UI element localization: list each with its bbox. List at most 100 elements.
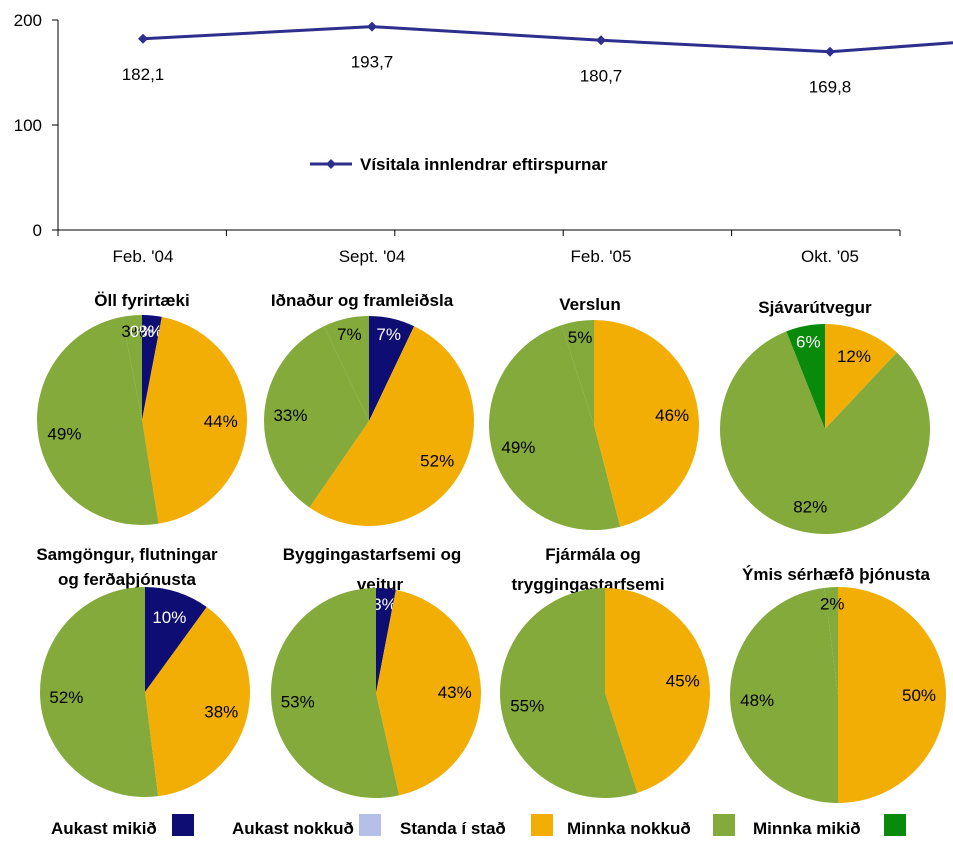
pie-title: og ferðaþjónusta [58,570,196,589]
pie-slice [376,589,482,796]
pie-title: Iðnaður og framleiðsla [271,291,454,310]
y-tick-label: 0 [33,221,42,240]
pie-title: Sjávarútvegur [758,298,872,317]
pie-slice [376,588,396,693]
pie-slice-label: 3% [372,595,397,614]
pie-slice [122,314,142,420]
pie-legend: Aukast mikið Aukast nokkuð Standa í stað Mi… [51,814,906,838]
pie-slice [40,587,159,797]
legend-swatch [713,814,735,836]
series-line [142,25,953,54]
legend-marker [326,159,336,169]
pie-chart: Verslun 46% 49% 5% [488,295,700,530]
pie-slice-label: 48% [740,691,774,710]
x-tick-label: Feb. '05 [571,247,632,266]
pie-slice-label: 38% [204,703,238,722]
pie-slice-label: 33% [273,406,307,425]
data-label: 193,7 [351,53,394,72]
pie-slice [720,331,930,534]
pie-slice [369,316,415,421]
pie-slice-label: 43% [438,683,472,702]
pie-slice [488,325,621,530]
pie-slice [838,587,946,803]
legend-label: Aukast mikið [51,819,157,838]
pie-slice-label: 5% [568,328,593,347]
pie-slice-label: 53% [281,693,315,712]
pie-slice-label: 55% [510,696,544,715]
pie-slice-label: 0% [130,322,155,341]
y-tick-label: 100 [14,116,42,135]
legend-swatch [531,814,553,836]
pie-slice-label: 82% [793,497,827,516]
pie-slice-label: 52% [420,451,454,470]
x-tick-label: Okt. '05 [801,247,859,266]
pie-title: Öll fyrirtæki [94,291,189,310]
pie-slice [270,588,400,798]
pie-title: tryggingastarfsemi [511,575,664,594]
legend-label: Minnka mikið [753,819,861,838]
data-point [138,33,148,44]
data-label: 169,8 [809,78,852,97]
pie-slice [786,324,825,429]
pie-slice-label: 49% [501,438,535,457]
y-tick-label: 200 [14,11,42,30]
pie-chart: Samgöngur, flutningar og ferðaþjónusta 10%… [36,545,251,797]
data-point [596,35,606,46]
pie-slice [145,587,207,692]
pie-slice-label: 52% [49,688,83,707]
legend-label: Minnka nokkuð [567,819,691,838]
pie-slice [142,315,162,420]
legend-swatch [884,814,906,836]
legend-label: Standa í stað [400,819,506,838]
pie-slice [729,587,838,803]
pie-slice [145,607,251,797]
pie-slice [36,316,159,526]
pie-slice-label: 50% [902,686,936,705]
pie-title: Verslun [559,295,620,314]
x-tick-label: Sept. '04 [339,247,406,266]
pie-slice [323,316,369,421]
x-tick-label: Feb. '04 [113,247,174,266]
pie-slice-label: 7% [376,325,401,344]
pie-chart: Sjávarútvegur 12% 82% 6% [720,298,930,534]
pie-slice [561,320,594,425]
pie-slice-label: 7% [337,325,362,344]
pie-title: Samgöngur, flutningar [36,545,218,564]
pie-slice [825,324,897,429]
pie-chart: Iðnaður og framleiðsla 7% 52% 33% 7% [263,291,474,526]
pie-slice-label: 6% [796,332,821,351]
pie-slice [594,320,700,527]
pie-slice-label: 46% [655,406,689,425]
data-label: 182,1 [122,65,165,84]
pie-slice-label: 3% [138,322,163,341]
legend-swatch [359,814,381,836]
pie-slice-label: 44% [204,412,238,431]
pie-title: Fjármála og [545,545,640,564]
data-label: 180,7 [580,66,623,85]
pie-title: Byggingastarfsemi og [283,545,462,564]
pie-slice-label: 49% [47,425,81,444]
pie-slice [263,326,369,508]
pie-slice-label: 12% [837,347,871,366]
legend-label: Aukast nokkuð [232,819,354,838]
pie-slice-label: 10% [152,608,186,627]
pie-slice [499,588,638,798]
pie-chart: Öll fyrirtæki 3% 44% 49% 3%0% [36,291,248,526]
legend-swatch [172,814,194,836]
pie-slice-label: 45% [666,672,700,691]
pie-chart: Fjármála og tryggingastarfsemi 45% 55% [499,545,710,798]
pie-slice-label: 3% [121,322,146,341]
pie-slice-label: 2% [820,594,845,613]
pie-slice [142,316,248,524]
data-point [367,21,377,32]
legend-label: Vísitala innlendrar eftirspurnar [360,155,608,174]
data-point [825,46,835,57]
pie-slice [309,326,474,526]
pie-chart: Ýmis sérhæfð þjónusta 50% 48% 2% [729,565,946,803]
pie-slice [824,587,838,695]
pie-title: Ýmis sérhæfð þjónusta [742,565,931,584]
pie-slice [605,588,710,793]
